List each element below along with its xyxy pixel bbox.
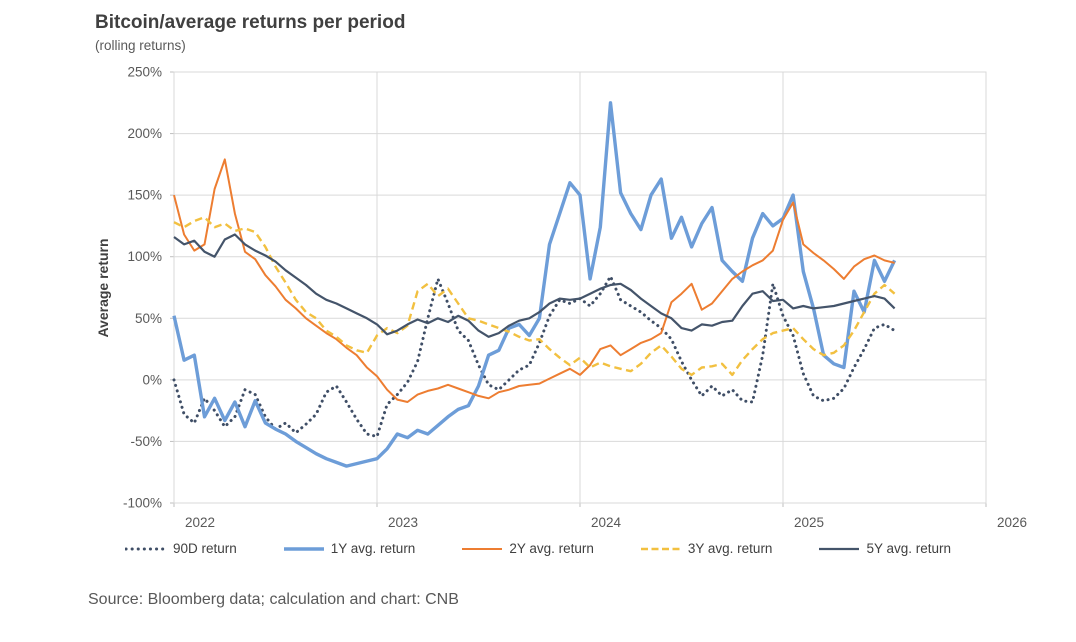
legend-item-1y-avg-return: 1Y avg. return	[283, 541, 416, 556]
page-title: Bitcoin/average returns per period	[95, 12, 406, 33]
legend-item-3y-avg-return: 3Y avg. return	[640, 541, 773, 556]
legend-swatch-line	[124, 547, 167, 550]
y-tick-label: -50%	[130, 434, 162, 449]
series-line-90d-return	[172, 274, 897, 438]
legend-swatch-line	[462, 547, 503, 550]
y-tick-label: -100%	[123, 496, 162, 511]
legend-label: 3Y avg. return	[687, 541, 773, 556]
legend-item-5y-avg-return: 5Y avg. return	[818, 541, 951, 556]
source-note: Source: Bloomberg data; calculation and …	[88, 591, 459, 608]
x-tick-label: 2023	[388, 515, 418, 530]
y-tick-label: 100%	[127, 249, 162, 264]
plot-area: 250% 200% 150% 100% 50% 0% -50% -100% 2022 2023 20…	[123, 65, 1027, 531]
x-tick-label: 2026	[997, 515, 1027, 530]
chart-legend: 90D return 1Y avg. return 2Y avg. return 3Y…	[0, 541, 1076, 556]
legend-label: 1Y avg. return	[330, 541, 416, 556]
y-tick-label: 250%	[127, 65, 162, 80]
x-tick-label: 2025	[794, 515, 824, 530]
legend-label: 90D return	[172, 541, 237, 556]
legend-label: 5Y avg. return	[866, 541, 952, 556]
legend-swatch-line	[819, 547, 860, 550]
legend-item-2y-avg-return: 2Y avg. return	[461, 541, 594, 556]
legend-swatch-line	[640, 547, 681, 550]
y-tick-label: 50%	[135, 311, 162, 326]
y-tick-label: 0%	[142, 372, 162, 387]
legend-label: 2Y avg. return	[509, 541, 594, 556]
legend-swatch-line	[283, 546, 324, 551]
x-tick-label: 2022	[185, 515, 215, 530]
legend-item-90d-return: 90D return	[124, 541, 237, 556]
y-tick-label: 150%	[127, 188, 162, 203]
plot-border	[173, 71, 987, 504]
x-tick-label: 2024	[591, 515, 622, 530]
series-line-1y-avg-return	[172, 101, 897, 468]
y-tick-label: 200%	[127, 126, 162, 141]
series-line-3y-avg-return	[173, 216, 896, 377]
series-line-2y-avg-return	[173, 158, 895, 403]
chart-subtitle: (rolling returns)	[95, 38, 186, 53]
series-line-5y-avg-return	[173, 233, 896, 338]
